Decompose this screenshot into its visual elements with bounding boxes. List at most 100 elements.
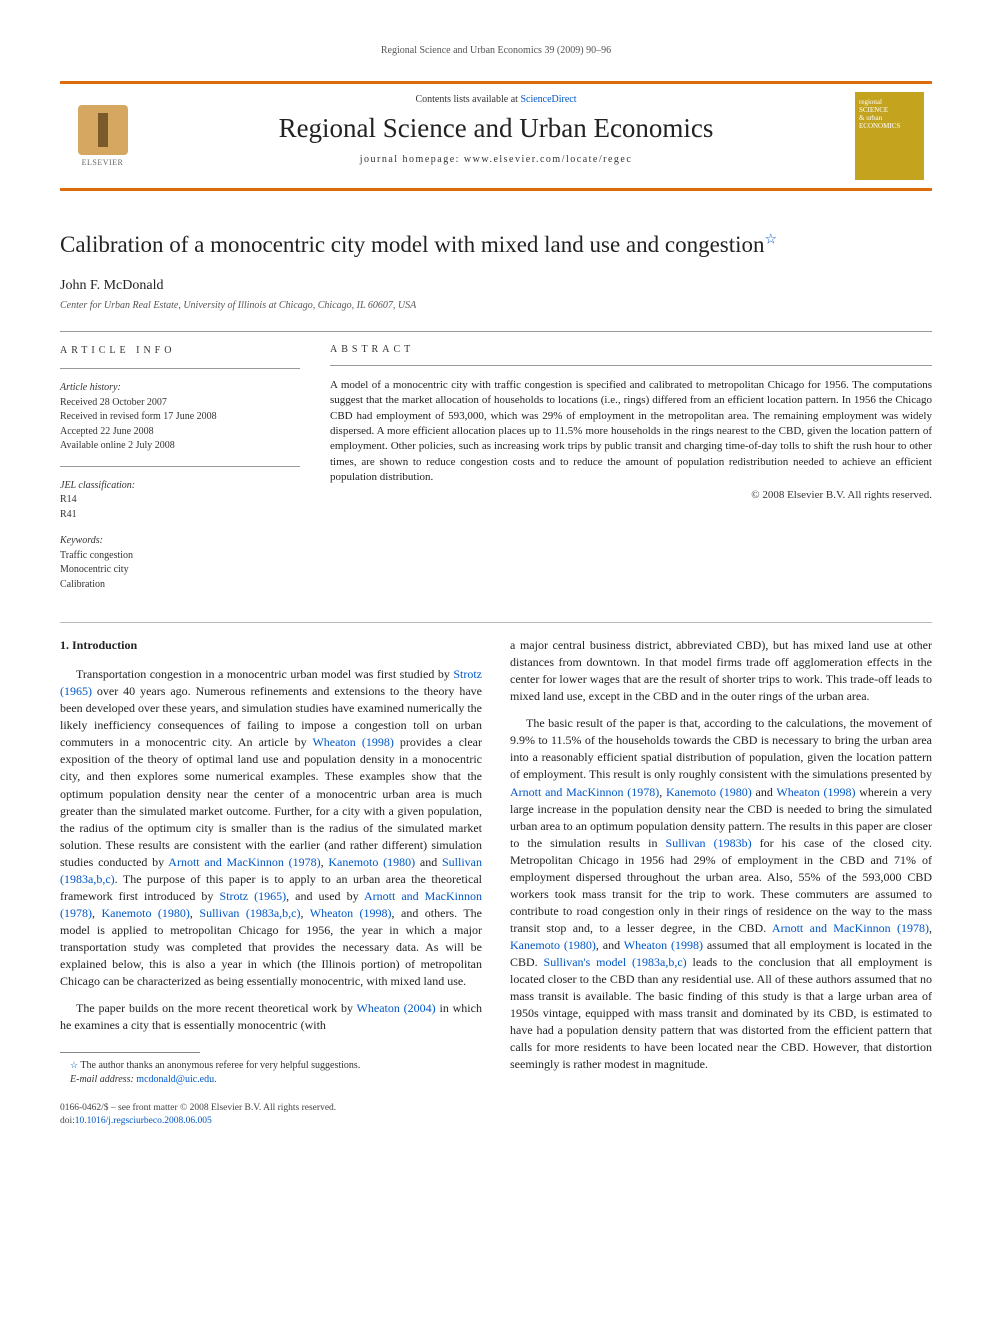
citation-link[interactable]: Arnott and MacKinnon (1978): [772, 921, 929, 935]
journal-header-center: Contents lists available at ScienceDirec…: [145, 84, 847, 188]
keywords-block: Keywords: Traffic congestion Monocentric…: [60, 534, 300, 592]
citation-link[interactable]: Arnott and MacKinnon (1978): [168, 855, 320, 869]
citation-link[interactable]: Wheaton (2004): [357, 1001, 436, 1015]
cover-line-3: & urban: [859, 114, 920, 122]
citation-link[interactable]: Sullivan's model (1983a,b,c): [544, 955, 687, 969]
homepage-url[interactable]: www.elsevier.com/locate/regec: [464, 154, 632, 165]
history-online: Available online 2 July 2008: [60, 439, 300, 454]
citation-link[interactable]: Wheaton (1998): [624, 938, 703, 952]
body-text: and: [415, 855, 442, 869]
keyword: Traffic congestion: [60, 549, 300, 564]
keyword: Calibration: [60, 578, 300, 593]
article-title: Calibration of a monocentric city model …: [60, 231, 932, 260]
body-text: , and: [596, 938, 624, 952]
body-text: leads to the conclusion that all employm…: [510, 955, 932, 1071]
body-paragraph: The paper builds on the more recent theo…: [60, 1000, 482, 1034]
body-column-left: 1. Introduction Transportation congestio…: [60, 637, 482, 1128]
author-name: John F. McDonald: [60, 278, 932, 294]
elsevier-logo: ELSEVIER: [68, 101, 137, 171]
article-title-text: Calibration of a monocentric city model …: [60, 232, 765, 257]
journal-title: Regional Science and Urban Economics: [157, 113, 835, 144]
body-text: Transportation congestion in a monocentr…: [76, 667, 453, 681]
email-link[interactable]: mcdonald@uic.edu.: [136, 1074, 216, 1085]
contents-lists-line: Contents lists available at ScienceDirec…: [157, 94, 835, 105]
body-paragraph: Transportation congestion in a monocentr…: [60, 666, 482, 990]
jel-code: R41: [60, 508, 300, 523]
doi-line: doi:10.1016/j.regsciurbeco.2008.06.005: [60, 1115, 482, 1128]
elsevier-tree-icon: [78, 105, 128, 155]
journal-cover-thumb: regional SCIENCE & urban ECONOMICS: [855, 92, 924, 180]
article-info-heading: ARTICLE INFO: [60, 344, 300, 359]
abstract-copyright: © 2008 Elsevier B.V. All rights reserved…: [330, 489, 932, 501]
journal-cover-area: regional SCIENCE & urban ECONOMICS: [847, 84, 932, 188]
history-revised: Received in revised form 17 June 2008: [60, 410, 300, 425]
divider-meta-2: [60, 466, 300, 467]
footnote-thanks: ☆ The author thanks an anonymous referee…: [60, 1059, 482, 1074]
abstract-column: ABSTRACT A model of a monocentric city w…: [330, 344, 932, 605]
body-text: ,: [301, 906, 310, 920]
journal-header-box: ELSEVIER Contents lists available at Sci…: [60, 81, 932, 191]
body-text: The basic result of the paper is that, a…: [510, 716, 932, 781]
article-history-heading: Article history:: [60, 381, 300, 396]
front-matter-line: 0166-0462/$ – see front matter © 2008 El…: [60, 1102, 482, 1129]
article-info-column: ARTICLE INFO Article history: Received 2…: [60, 344, 300, 605]
sciencedirect-link[interactable]: ScienceDirect: [520, 94, 576, 105]
footnote-thanks-text: The author thanks an anonymous referee f…: [80, 1060, 360, 1071]
homepage-prefix: journal homepage:: [360, 154, 464, 165]
body-text: ,: [659, 785, 666, 799]
divider-meta-1: [60, 368, 300, 369]
citation-link[interactable]: Kanemoto (1980): [328, 855, 415, 869]
body-text: ,: [929, 921, 932, 935]
cover-line-4: ECONOMICS: [859, 122, 920, 130]
divider-abstract: [330, 365, 932, 366]
body-paragraph: The basic result of the paper is that, a…: [510, 715, 932, 1073]
author-affiliation: Center for Urban Real Estate, University…: [60, 300, 932, 311]
body-text: ,: [190, 906, 199, 920]
citation-link[interactable]: Wheaton (1998): [310, 906, 392, 920]
citation-link[interactable]: Arnott and MacKinnon (1978): [510, 785, 659, 799]
section-heading: 1. Introduction: [60, 637, 482, 654]
journal-homepage-line: journal homepage: www.elsevier.com/locat…: [157, 154, 835, 165]
body-paragraph: a major central business district, abbre…: [510, 637, 932, 705]
meta-abstract-row: ARTICLE INFO Article history: Received 2…: [60, 344, 932, 605]
body-text: The paper builds on the more recent theo…: [76, 1001, 357, 1015]
footnote-star-icon: ☆: [70, 1060, 78, 1070]
citation-link[interactable]: Wheaton (1998): [776, 785, 855, 799]
body-text: and: [752, 785, 777, 799]
jel-code: R14: [60, 493, 300, 508]
abstract-text: A model of a monocentric city with traff…: [330, 378, 932, 486]
publisher-logo-area: ELSEVIER: [60, 84, 145, 188]
keywords-heading: Keywords:: [60, 534, 300, 549]
citation-link[interactable]: Strotz (1965): [219, 889, 286, 903]
article-history-block: Article history: Received 28 October 200…: [60, 381, 300, 454]
email-label: E-mail address:: [70, 1074, 134, 1085]
cover-line-1: regional: [859, 98, 920, 106]
body-text: , and used by: [286, 889, 364, 903]
body-column-right: a major central business district, abbre…: [510, 637, 932, 1128]
citation-link[interactable]: Wheaton (1998): [312, 735, 393, 749]
cover-line-2: SCIENCE: [859, 106, 920, 114]
citation-link[interactable]: Sullivan (1983a,b,c): [199, 906, 300, 920]
citation-link[interactable]: Kanemoto (1980): [510, 938, 596, 952]
issn-line: 0166-0462/$ – see front matter © 2008 El…: [60, 1102, 482, 1115]
abstract-heading: ABSTRACT: [330, 344, 932, 355]
jel-block: JEL classification: R14 R41: [60, 479, 300, 523]
body-text: a major central business district, abbre…: [510, 638, 932, 703]
history-received: Received 28 October 2007: [60, 396, 300, 411]
body-text: provides a clear exposition of the theor…: [60, 735, 482, 868]
doi-link[interactable]: 10.1016/j.regsciurbeco.2008.06.005: [75, 1116, 212, 1126]
body-two-columns: 1. Introduction Transportation congestio…: [60, 637, 932, 1128]
keyword: Monocentric city: [60, 563, 300, 578]
contents-prefix: Contents lists available at: [415, 94, 520, 105]
running-header: Regional Science and Urban Economics 39 …: [60, 45, 932, 56]
doi-label: doi:: [60, 1116, 75, 1126]
jel-heading: JEL classification:: [60, 479, 300, 494]
history-accepted: Accepted 22 June 2008: [60, 425, 300, 440]
title-footnote-star[interactable]: ☆: [765, 232, 778, 247]
citation-link[interactable]: Kanemoto (1980): [666, 785, 752, 799]
citation-link[interactable]: Sullivan (1983b): [666, 836, 752, 850]
divider-body: [60, 622, 932, 623]
publisher-name: ELSEVIER: [82, 158, 124, 167]
citation-link[interactable]: Kanemoto (1980): [101, 906, 189, 920]
footnote-separator: [60, 1052, 200, 1053]
